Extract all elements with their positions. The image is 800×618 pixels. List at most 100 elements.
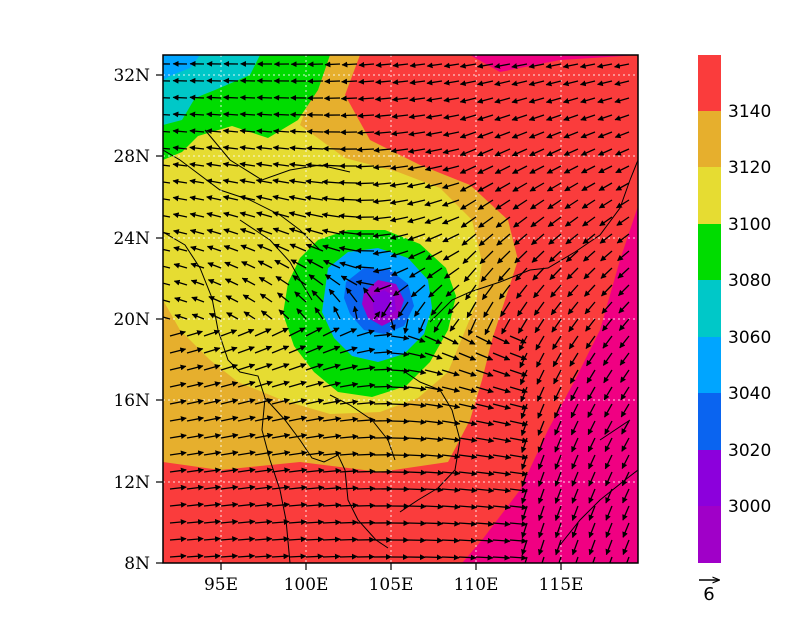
wind-vector	[562, 97, 579, 104]
wind-vector	[498, 284, 511, 300]
wind-vector	[492, 487, 511, 494]
wind-vector	[169, 450, 187, 457]
wind-vector	[600, 250, 613, 262]
wind-vector	[186, 553, 204, 560]
wind-vector	[324, 274, 341, 286]
wind-vector	[163, 314, 171, 320]
wind-vector	[305, 467, 325, 474]
wind-vector	[222, 128, 239, 135]
wind-vector	[288, 467, 308, 474]
wind-vector	[339, 381, 359, 388]
wind-vector	[206, 161, 222, 168]
wind-vector	[390, 351, 410, 358]
wind-vector	[598, 182, 613, 191]
map-frame	[162, 54, 639, 564]
wind-vector	[492, 352, 511, 361]
wind-vector	[458, 554, 477, 561]
wind-vector	[375, 61, 392, 68]
wind-vector	[537, 539, 545, 556]
wind-vector	[372, 164, 392, 171]
wind-vector	[258, 276, 273, 286]
wind-vector	[513, 233, 528, 246]
wind-vector	[477, 114, 494, 122]
wind-vector	[372, 181, 392, 188]
wind-vector	[254, 328, 272, 337]
wind-vector	[271, 432, 291, 439]
wind-vector	[393, 284, 409, 297]
wind-vector	[614, 62, 630, 69]
wind-vector	[548, 233, 562, 245]
wind-vector	[305, 536, 324, 543]
wind-vector	[570, 403, 579, 419]
wind-vector	[356, 417, 376, 423]
wind-vector	[240, 244, 256, 252]
wind-vector	[554, 454, 562, 470]
wind-vector	[424, 537, 443, 544]
wind-vector	[305, 415, 325, 422]
wind-vector	[288, 380, 307, 388]
wind-vector	[355, 180, 375, 187]
wind-vector	[220, 432, 239, 439]
y-tick-label: 32N	[113, 66, 150, 86]
wind-vector	[511, 63, 528, 69]
wind-vector	[220, 553, 238, 560]
wind-vector	[605, 522, 613, 538]
wind-vector	[428, 284, 443, 298]
colorbar-label: 3020	[728, 441, 771, 461]
wind-vector	[172, 195, 188, 202]
wind-vector	[598, 199, 613, 209]
wind-vector	[475, 537, 494, 544]
wind-vector	[521, 505, 528, 522]
wind-vector	[568, 318, 579, 333]
wind-vector	[583, 250, 596, 262]
wind-vector	[390, 384, 410, 391]
wind-vector	[512, 182, 528, 192]
wind-vector	[552, 335, 562, 350]
wind-vector	[545, 114, 562, 122]
colorbar-label: 3040	[728, 384, 771, 404]
wind-vector	[372, 215, 392, 222]
wind-vector	[567, 284, 579, 298]
wind-vector	[358, 78, 375, 85]
wind-vector	[465, 284, 477, 301]
wind-vector	[615, 148, 630, 156]
wind-vector	[459, 182, 477, 192]
wind-vector	[583, 267, 596, 280]
wind-vector	[529, 148, 545, 157]
wind-vector	[390, 401, 410, 408]
wind-vector	[567, 301, 579, 315]
wind-vector	[459, 131, 477, 139]
wind-vector	[390, 367, 410, 374]
wind-vector	[461, 233, 477, 246]
wind-vector	[390, 418, 410, 425]
wind-vector	[621, 420, 630, 435]
wind-vector	[272, 178, 290, 184]
wind-vector	[424, 369, 444, 376]
wind-vector	[322, 519, 342, 526]
wind-vector	[172, 145, 188, 151]
wind-vector	[206, 128, 222, 135]
wind-vector	[545, 97, 562, 104]
wind-vector	[322, 244, 341, 252]
wind-vector	[321, 195, 341, 202]
wind-vector	[169, 364, 187, 371]
wind-vector	[288, 363, 307, 371]
wind-vector	[441, 199, 460, 207]
wind-vector	[288, 536, 307, 543]
wind-vector	[305, 433, 325, 439]
wind-vector	[272, 145, 290, 151]
wind-vector	[584, 284, 596, 297]
wind-vector	[288, 194, 307, 201]
reference-vector-label: 6	[703, 584, 714, 605]
wind-vector	[390, 318, 396, 331]
x-tick-label: 100E	[284, 575, 329, 595]
wind-vector	[569, 369, 579, 384]
wind-vector	[391, 130, 409, 137]
wind-vector	[459, 97, 477, 104]
wind-vector	[424, 182, 443, 189]
wind-vector	[492, 454, 512, 460]
wind-vector	[546, 182, 562, 192]
wind-vector	[545, 63, 562, 69]
wind-vector	[424, 165, 443, 172]
wind-vector	[552, 352, 562, 368]
